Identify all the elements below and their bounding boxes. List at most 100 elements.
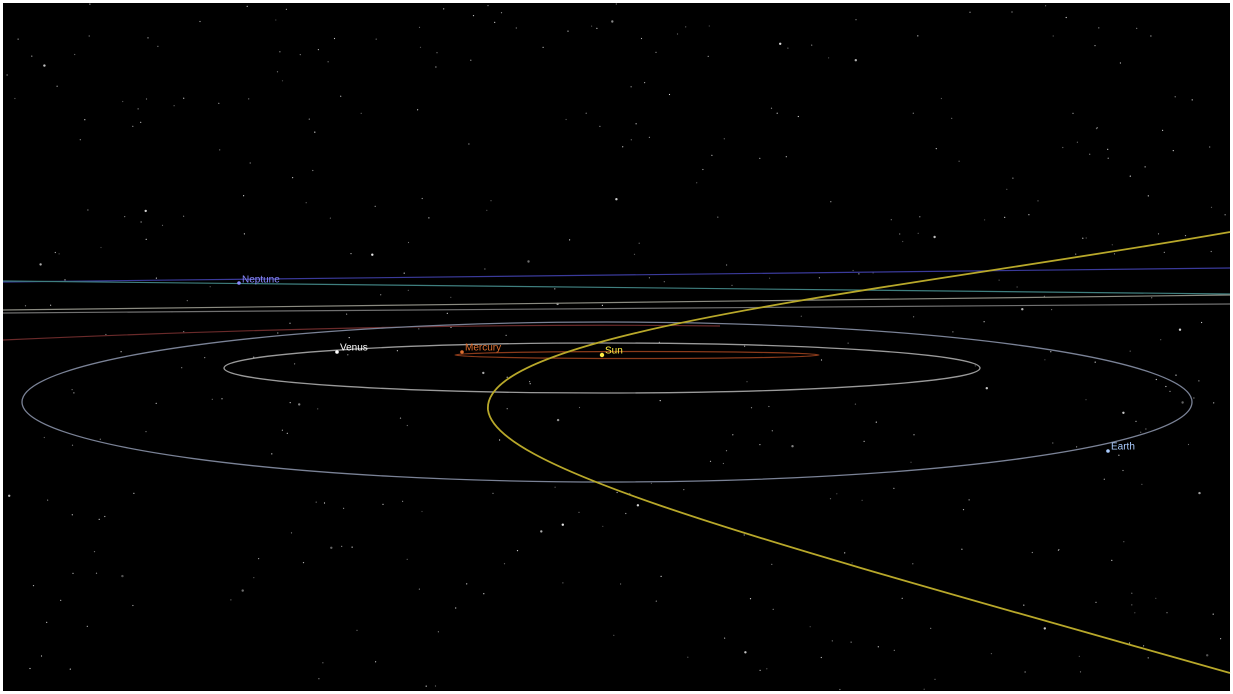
star bbox=[41, 655, 42, 656]
star bbox=[566, 119, 567, 120]
star bbox=[912, 563, 913, 564]
star bbox=[636, 123, 637, 124]
star bbox=[57, 86, 58, 87]
star bbox=[298, 403, 300, 405]
star bbox=[275, 19, 276, 20]
star bbox=[917, 35, 918, 36]
star bbox=[31, 56, 32, 57]
star bbox=[181, 367, 182, 368]
star bbox=[760, 670, 761, 671]
body-label: Venus bbox=[340, 343, 368, 354]
star bbox=[1179, 329, 1181, 331]
star bbox=[611, 20, 613, 22]
star bbox=[417, 109, 418, 110]
star bbox=[87, 626, 88, 627]
star bbox=[84, 119, 85, 120]
star bbox=[426, 686, 427, 687]
star bbox=[492, 493, 493, 494]
star bbox=[787, 48, 788, 49]
star bbox=[819, 277, 820, 278]
star bbox=[1160, 339, 1161, 340]
star bbox=[287, 433, 288, 434]
star bbox=[248, 98, 249, 99]
star bbox=[639, 243, 640, 244]
star bbox=[952, 331, 953, 332]
star bbox=[1198, 380, 1199, 381]
venus-dot bbox=[335, 350, 339, 354]
star bbox=[408, 242, 409, 243]
star bbox=[94, 551, 95, 552]
star bbox=[711, 155, 712, 156]
star bbox=[1076, 446, 1077, 447]
star bbox=[122, 101, 123, 102]
star bbox=[44, 437, 45, 438]
star bbox=[772, 430, 773, 431]
sun-dot bbox=[600, 353, 604, 357]
star bbox=[557, 419, 559, 421]
star bbox=[599, 126, 600, 127]
star bbox=[893, 488, 894, 489]
star bbox=[530, 383, 531, 384]
star bbox=[1141, 484, 1142, 485]
star bbox=[1104, 479, 1105, 480]
star bbox=[1012, 178, 1013, 179]
star bbox=[529, 381, 530, 382]
star bbox=[622, 146, 623, 147]
star bbox=[527, 260, 529, 262]
body-label: Sun bbox=[605, 346, 623, 357]
star bbox=[303, 562, 304, 563]
star bbox=[219, 149, 220, 150]
star bbox=[133, 493, 134, 494]
star bbox=[683, 489, 684, 490]
star bbox=[1136, 28, 1137, 29]
star bbox=[72, 573, 73, 574]
star bbox=[1120, 62, 1121, 63]
star bbox=[1011, 11, 1012, 12]
star bbox=[250, 162, 251, 163]
star bbox=[14, 98, 15, 99]
star bbox=[1175, 96, 1176, 97]
star bbox=[891, 219, 892, 220]
star bbox=[121, 575, 123, 577]
star bbox=[230, 599, 231, 600]
star bbox=[1143, 645, 1144, 646]
star bbox=[766, 668, 767, 669]
star bbox=[501, 12, 502, 13]
star bbox=[941, 98, 942, 99]
star bbox=[1135, 421, 1136, 422]
star bbox=[1118, 455, 1119, 456]
star bbox=[984, 219, 985, 220]
star bbox=[768, 406, 769, 407]
star bbox=[625, 513, 626, 514]
star bbox=[483, 593, 484, 594]
star bbox=[1080, 671, 1081, 672]
star bbox=[1023, 605, 1024, 606]
star bbox=[855, 19, 856, 20]
star bbox=[771, 108, 772, 109]
earth-dot bbox=[1106, 449, 1110, 453]
star bbox=[221, 398, 222, 399]
body-label: Neptune bbox=[242, 275, 280, 286]
star bbox=[750, 598, 751, 599]
star bbox=[1165, 386, 1166, 387]
star bbox=[39, 263, 41, 265]
star bbox=[292, 177, 293, 178]
star bbox=[1225, 214, 1226, 215]
star bbox=[18, 39, 19, 40]
star bbox=[132, 605, 133, 606]
star bbox=[930, 628, 931, 629]
star bbox=[156, 278, 157, 279]
star bbox=[419, 27, 420, 28]
star bbox=[435, 66, 436, 67]
star bbox=[1044, 359, 1045, 360]
star bbox=[1198, 492, 1200, 494]
star bbox=[402, 501, 403, 502]
star bbox=[1175, 375, 1176, 376]
star bbox=[1086, 237, 1087, 238]
star bbox=[1122, 412, 1124, 414]
star bbox=[318, 678, 319, 679]
star bbox=[853, 270, 854, 271]
star bbox=[324, 502, 325, 503]
star bbox=[902, 241, 903, 242]
star bbox=[1066, 17, 1067, 18]
